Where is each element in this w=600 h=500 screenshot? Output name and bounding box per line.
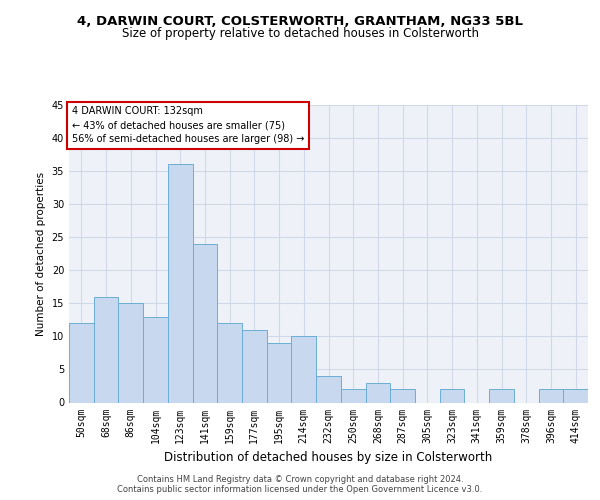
Bar <box>94 296 118 403</box>
Bar <box>341 390 365 402</box>
Bar <box>193 244 217 402</box>
Bar <box>217 323 242 402</box>
Y-axis label: Number of detached properties: Number of detached properties <box>36 172 46 336</box>
Bar <box>390 390 415 402</box>
Bar <box>563 390 588 402</box>
Bar <box>539 390 563 402</box>
Bar <box>316 376 341 402</box>
Text: Contains HM Land Registry data © Crown copyright and database right 2024.
Contai: Contains HM Land Registry data © Crown c… <box>118 474 482 494</box>
Bar <box>440 390 464 402</box>
Bar <box>292 336 316 402</box>
Text: 4, DARWIN COURT, COLSTERWORTH, GRANTHAM, NG33 5BL: 4, DARWIN COURT, COLSTERWORTH, GRANTHAM,… <box>77 15 523 28</box>
Bar <box>168 164 193 402</box>
Bar <box>118 304 143 402</box>
Bar <box>267 343 292 402</box>
Bar <box>365 382 390 402</box>
X-axis label: Distribution of detached houses by size in Colsterworth: Distribution of detached houses by size … <box>164 451 493 464</box>
Bar <box>242 330 267 402</box>
Bar <box>69 323 94 402</box>
Text: 4 DARWIN COURT: 132sqm
← 43% of detached houses are smaller (75)
56% of semi-det: 4 DARWIN COURT: 132sqm ← 43% of detached… <box>71 106 304 144</box>
Bar <box>489 390 514 402</box>
Bar <box>143 316 168 402</box>
Text: Size of property relative to detached houses in Colsterworth: Size of property relative to detached ho… <box>121 28 479 40</box>
